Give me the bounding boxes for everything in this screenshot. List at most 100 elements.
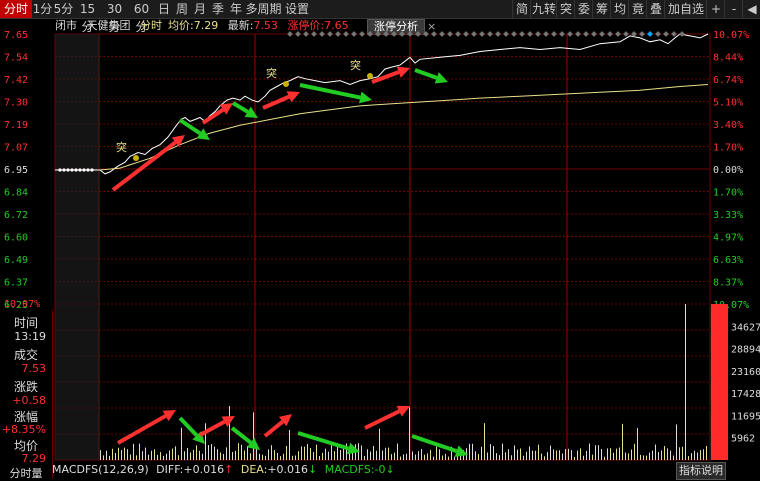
- period-tab[interactable]: 多周期: [245, 2, 282, 16]
- volume-bar: [223, 453, 224, 460]
- period-tab[interactable]: 5分: [53, 2, 74, 16]
- limit-diamond: [335, 31, 341, 37]
- period-tab[interactable]: 日: [157, 2, 170, 16]
- down-arrow-shaft: [178, 416, 199, 437]
- volume-bar: [571, 450, 572, 460]
- volume-bar: [403, 454, 404, 460]
- tool-tab[interactable]: 九转: [530, 0, 556, 18]
- tool-tab[interactable]: 委: [574, 0, 593, 18]
- price-tick: 6.60: [4, 233, 28, 244]
- tool-tab[interactable]: ◀: [742, 0, 760, 18]
- up-arrow-shaft: [117, 414, 167, 445]
- period-tab[interactable]: 60分: [133, 2, 150, 34]
- volume-bar: [574, 456, 575, 460]
- volume-bar: [289, 429, 290, 460]
- tool-tab[interactable]: 竟: [628, 0, 647, 18]
- limit-analysis-button[interactable]: 涨停分析: [367, 19, 425, 35]
- volume-bar: [286, 445, 287, 460]
- pct-tick: 6.74%: [713, 75, 743, 86]
- volume-bar: [397, 443, 398, 460]
- volume-bar: [442, 455, 443, 460]
- volume-bar: [352, 447, 353, 460]
- volume-bar: [145, 447, 146, 460]
- volume-bar: [598, 445, 599, 460]
- period-tab[interactable]: 月: [193, 2, 206, 16]
- volume-bar: [268, 449, 269, 460]
- limit-diamond: [535, 31, 541, 37]
- volume-bar: [670, 450, 671, 460]
- period-tab[interactable]: 分时: [0, 0, 32, 18]
- volume-bar: [298, 451, 299, 460]
- macd-name[interactable]: MACDFS(12,26,9): [52, 463, 149, 476]
- limit-diamond: [439, 31, 445, 37]
- volume-bar: [592, 454, 593, 460]
- volume-bar: [376, 450, 377, 460]
- volume-bar: [649, 452, 650, 460]
- dea-label: DEA:: [240, 463, 268, 476]
- deal-label: 成交: [13, 348, 38, 362]
- volume-bar: [604, 456, 605, 460]
- limit-diamond: [599, 31, 605, 37]
- volume-bar: [616, 448, 617, 460]
- down-arrow: [196, 128, 210, 140]
- limit-diamond: [463, 31, 469, 37]
- volume-bar: [316, 444, 317, 460]
- volume-bar: [673, 455, 674, 460]
- change-pct-value: +8.35%: [1, 423, 46, 436]
- volume-bar: [577, 450, 578, 460]
- dea-value: +0.016: [267, 463, 309, 476]
- pct-tick: 5.10%: [713, 98, 743, 109]
- chart-frame: [54, 33, 711, 461]
- volume-bar: [154, 449, 155, 460]
- volume-bar: [523, 455, 524, 460]
- price-tick: 6.49: [4, 255, 28, 266]
- up-arrow-shaft: [364, 409, 401, 430]
- volume-bar: [487, 452, 488, 460]
- volume-label: 分时量: [9, 467, 43, 480]
- volume-bar: [472, 443, 473, 460]
- volume-bar: [658, 451, 659, 460]
- pct-tick: 1.70%: [713, 188, 743, 199]
- volume-bar: [460, 453, 461, 460]
- limit-diamond: [423, 31, 429, 37]
- volume-bar: [496, 453, 497, 460]
- tool-tab[interactable]: 简: [512, 0, 531, 18]
- period-tab[interactable]: 周: [175, 2, 188, 16]
- volume-bar: [529, 446, 530, 460]
- volume-bar: [340, 450, 341, 460]
- volume-bar: [259, 453, 260, 460]
- volume-bar: [121, 450, 122, 460]
- tool-tab[interactable]: 均: [610, 0, 629, 18]
- tool-tab[interactable]: +: [706, 0, 725, 18]
- period-tab[interactable]: 季: [211, 2, 224, 16]
- volume-bar: [184, 451, 185, 460]
- pct-tick: 0.00%: [713, 165, 743, 176]
- tool-tab[interactable]: -: [724, 0, 743, 18]
- indicator-desc-button[interactable]: 指标说明: [676, 462, 726, 480]
- tool-tab[interactable]: 叠: [646, 0, 665, 18]
- volume-bar: [643, 455, 644, 460]
- period-tab[interactable]: 1分: [32, 2, 53, 16]
- volume-bar: [307, 443, 308, 460]
- period-tab[interactable]: 15分: [79, 2, 96, 34]
- volume-bar: [535, 450, 536, 460]
- period-tab[interactable]: 年: [229, 2, 242, 16]
- close-icon[interactable]: ×: [427, 20, 437, 33]
- down-arrow-shaft: [178, 118, 202, 136]
- tool-tab[interactable]: 加自选: [664, 0, 707, 18]
- tool-tab[interactable]: 筹: [592, 0, 611, 18]
- tool-tab[interactable]: 突: [556, 0, 575, 18]
- volume-bar: [364, 455, 365, 460]
- period-tab[interactable]: 30分: [106, 2, 123, 34]
- pct-tick: 6.63%: [713, 255, 743, 266]
- volume-bar: [427, 453, 428, 460]
- volume-bar: [457, 453, 458, 460]
- volume-bar: [559, 450, 560, 460]
- volume-bar: [667, 448, 668, 460]
- volume-tick: 11695: [731, 411, 760, 422]
- volume-bar: [367, 449, 368, 460]
- volume-bar: [160, 452, 161, 460]
- limit-diamond: [487, 31, 493, 37]
- volume-bar: [415, 454, 416, 460]
- period-tab[interactable]: 设置: [284, 2, 309, 16]
